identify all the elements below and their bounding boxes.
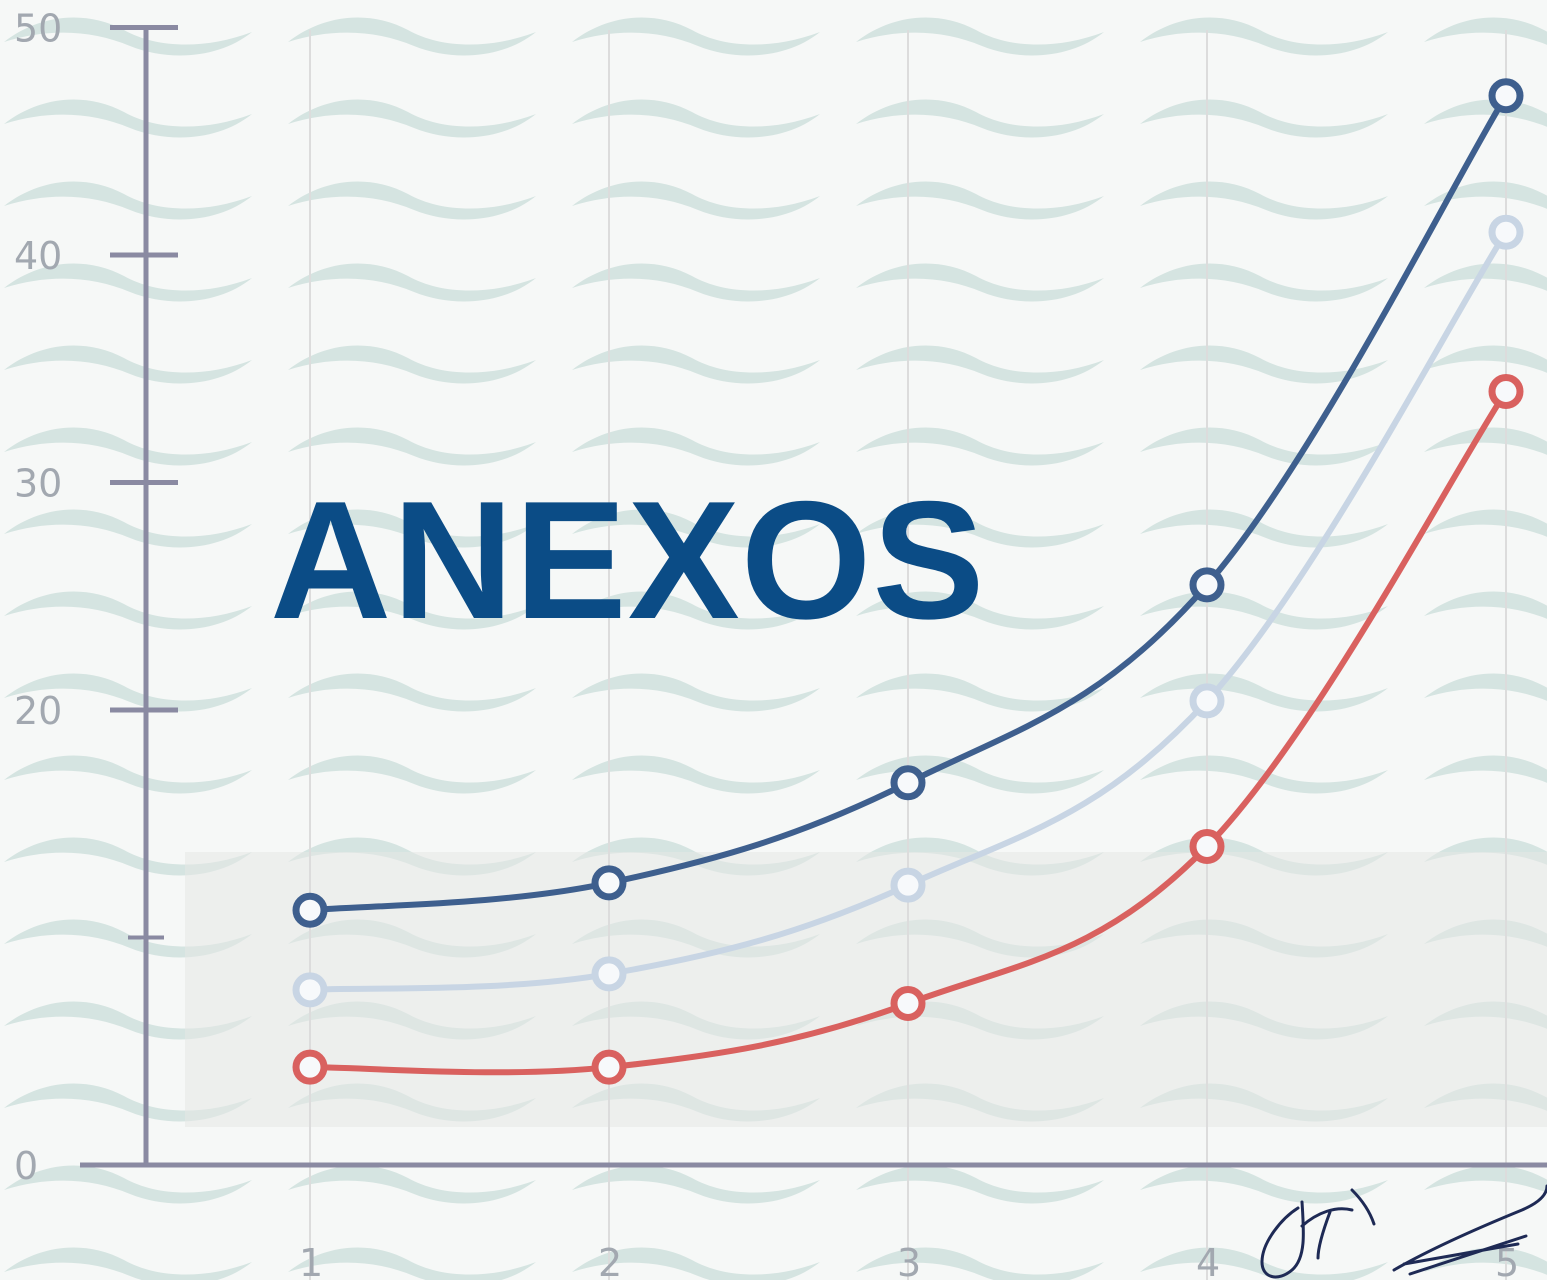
data-point-s1-x5 bbox=[1488, 78, 1524, 114]
data-point-s3-x4 bbox=[1189, 829, 1225, 864]
data-point-s1-x1 bbox=[292, 892, 328, 928]
x-tick-label: 4 bbox=[1196, 1241, 1220, 1280]
x-tick-label: 2 bbox=[598, 1241, 622, 1280]
chart-title: ANEXOS bbox=[270, 466, 986, 654]
y-tick-label: 40 bbox=[14, 234, 62, 278]
data-point-s3-x2 bbox=[591, 1049, 627, 1085]
data-point-s2-x2 bbox=[591, 956, 627, 992]
data-point-s3-x1 bbox=[292, 1049, 328, 1085]
data-point-s2-x5 bbox=[1488, 214, 1524, 250]
y-tick-label: 20 bbox=[14, 689, 62, 733]
axes bbox=[80, 30, 1547, 1168]
series-group bbox=[292, 78, 1524, 1085]
y-tick-label: 0 bbox=[14, 1144, 38, 1188]
data-point-s1-x2 bbox=[591, 865, 627, 901]
series-line-3 bbox=[307, 388, 1509, 1076]
y-tick-label: 30 bbox=[14, 462, 62, 506]
x-tick-label: 3 bbox=[897, 1241, 921, 1280]
y-tick-label: 50 bbox=[14, 7, 62, 51]
data-point-s2-x4 bbox=[1189, 683, 1225, 719]
data-point-s3-x3 bbox=[890, 985, 926, 1021]
data-point-s2-x1 bbox=[292, 972, 328, 1008]
data-point-s3-x5 bbox=[1488, 374, 1524, 409]
x-tick-label: 1 bbox=[299, 1241, 323, 1280]
data-point-s1-x4 bbox=[1189, 567, 1225, 603]
y-axis-ticks: 02030405060 bbox=[14, 7, 178, 1188]
series-line-2 bbox=[307, 229, 1509, 993]
data-point-s1-x3 bbox=[890, 765, 926, 801]
series-line-1 bbox=[307, 92, 1509, 914]
signature bbox=[1260, 1184, 1547, 1279]
data-point-s2-x3 bbox=[890, 867, 926, 903]
